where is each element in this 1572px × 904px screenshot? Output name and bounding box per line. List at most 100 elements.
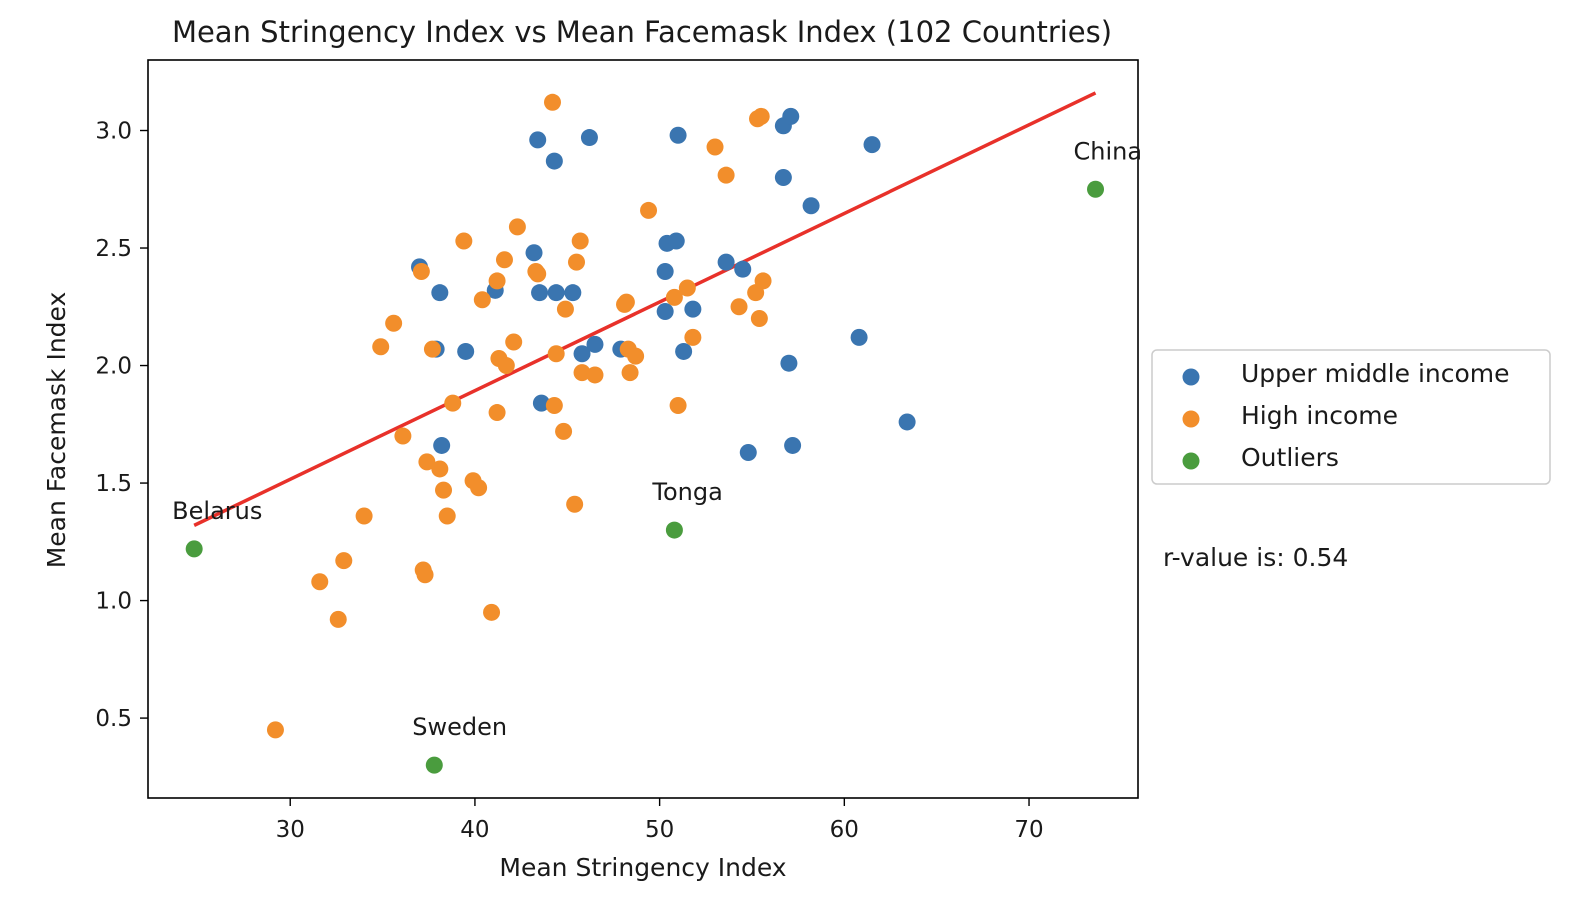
point-upper-middle-income bbox=[531, 284, 549, 302]
x-axis: 30 40 50 60 70 bbox=[276, 798, 1044, 843]
legend-label: Outliers bbox=[1241, 443, 1339, 472]
point-high-income bbox=[543, 93, 561, 111]
legend-marker bbox=[1182, 410, 1200, 428]
point-high-income bbox=[621, 364, 639, 382]
point-upper-middle-income bbox=[431, 284, 449, 302]
point-high-income bbox=[568, 253, 586, 271]
point-outliers bbox=[425, 756, 443, 774]
point-high-income bbox=[418, 453, 436, 471]
point-upper-middle-income bbox=[586, 335, 604, 353]
legend-marker bbox=[1182, 368, 1200, 386]
y-axis: 0.5 1.0 1.5 2.0 2.5 3.0 bbox=[95, 119, 148, 732]
point-high-income bbox=[730, 298, 748, 316]
x-tick-label: 60 bbox=[830, 817, 859, 843]
point-high-income bbox=[394, 427, 412, 445]
point-outliers bbox=[665, 521, 683, 539]
point-high-income bbox=[571, 232, 589, 250]
point-high-income bbox=[717, 166, 735, 184]
point-high-income bbox=[483, 603, 501, 621]
point-high-income bbox=[754, 272, 772, 290]
point-high-income bbox=[311, 573, 329, 591]
point-upper-middle-income bbox=[525, 244, 543, 262]
point-upper-middle-income bbox=[667, 232, 685, 250]
point-upper-middle-income bbox=[529, 131, 547, 149]
point-upper-middle-income bbox=[782, 107, 800, 125]
annotations-layer: Belarus Sweden Tonga China bbox=[172, 137, 1142, 741]
y-tick-label: 2.0 bbox=[95, 354, 132, 380]
point-upper-middle-income bbox=[802, 197, 820, 215]
point-upper-middle-income bbox=[734, 260, 752, 278]
y-axis-label: Mean Facemask Index bbox=[42, 292, 71, 569]
point-high-income bbox=[627, 347, 645, 365]
point-high-income bbox=[640, 201, 658, 219]
point-annotation: Sweden bbox=[412, 713, 507, 741]
point-high-income bbox=[438, 507, 456, 525]
point-high-income bbox=[497, 357, 515, 375]
point-high-income bbox=[547, 345, 565, 363]
x-tick-label: 70 bbox=[1014, 817, 1043, 843]
point-upper-middle-income bbox=[739, 444, 757, 462]
point-upper-middle-income bbox=[863, 136, 881, 154]
point-upper-middle-income bbox=[780, 354, 798, 372]
y-tick-label: 1.5 bbox=[95, 471, 132, 497]
y-tick-label: 2.5 bbox=[95, 236, 132, 262]
chart-title: Mean Stringency Index vs Mean Facemask I… bbox=[172, 15, 1112, 49]
point-upper-middle-income bbox=[433, 436, 451, 454]
point-annotation: Tonga bbox=[651, 478, 722, 506]
point-upper-middle-income bbox=[774, 169, 792, 187]
plot-area bbox=[147, 59, 1139, 799]
point-high-income bbox=[329, 610, 347, 628]
legend-box bbox=[1151, 349, 1551, 485]
point-high-income bbox=[470, 479, 488, 497]
point-upper-middle-income bbox=[784, 436, 802, 454]
point-outliers bbox=[1087, 180, 1105, 198]
point-upper-middle-income bbox=[675, 342, 693, 360]
x-tick-label: 40 bbox=[460, 817, 489, 843]
data-points-layer bbox=[185, 93, 1105, 774]
point-upper-middle-income bbox=[898, 413, 916, 431]
point-high-income bbox=[385, 314, 403, 332]
point-outliers bbox=[185, 540, 203, 558]
point-high-income bbox=[566, 495, 584, 513]
point-upper-middle-income bbox=[656, 263, 674, 281]
point-upper-middle-income bbox=[717, 253, 735, 271]
point-upper-middle-income bbox=[684, 300, 702, 318]
point-high-income bbox=[505, 333, 523, 351]
point-high-income bbox=[435, 481, 453, 499]
point-high-income bbox=[455, 232, 473, 250]
point-high-income bbox=[586, 366, 604, 384]
point-upper-middle-income bbox=[573, 345, 591, 363]
point-high-income bbox=[423, 340, 441, 358]
point-high-income bbox=[488, 272, 506, 290]
point-high-income bbox=[706, 138, 724, 156]
point-high-income bbox=[495, 251, 513, 269]
point-high-income bbox=[488, 404, 506, 422]
point-upper-middle-income bbox=[850, 328, 868, 346]
point-upper-middle-income bbox=[656, 302, 674, 320]
point-upper-middle-income bbox=[564, 284, 582, 302]
point-upper-middle-income bbox=[547, 284, 565, 302]
point-high-income bbox=[355, 507, 373, 525]
point-high-income bbox=[444, 394, 462, 412]
regression-line-layer bbox=[193, 91, 1097, 527]
point-high-income bbox=[556, 300, 574, 318]
point-high-income bbox=[412, 263, 430, 281]
point-upper-middle-income bbox=[532, 394, 550, 412]
point-high-income bbox=[665, 288, 683, 306]
point-high-income bbox=[752, 107, 770, 125]
point-high-income bbox=[573, 364, 591, 382]
point-upper-middle-income bbox=[580, 129, 598, 147]
y-tick-label: 0.5 bbox=[95, 706, 132, 732]
point-upper-middle-income bbox=[669, 126, 687, 144]
legend-label: Upper middle income bbox=[1241, 359, 1510, 388]
point-upper-middle-income bbox=[457, 342, 475, 360]
legend-label: High income bbox=[1241, 401, 1398, 430]
point-high-income bbox=[750, 310, 768, 328]
point-high-income bbox=[372, 338, 390, 356]
point-high-income bbox=[266, 721, 284, 739]
point-annotation: China bbox=[1074, 137, 1143, 165]
x-tick-label: 30 bbox=[276, 817, 305, 843]
point-high-income bbox=[555, 422, 573, 440]
regression-line bbox=[193, 91, 1097, 527]
